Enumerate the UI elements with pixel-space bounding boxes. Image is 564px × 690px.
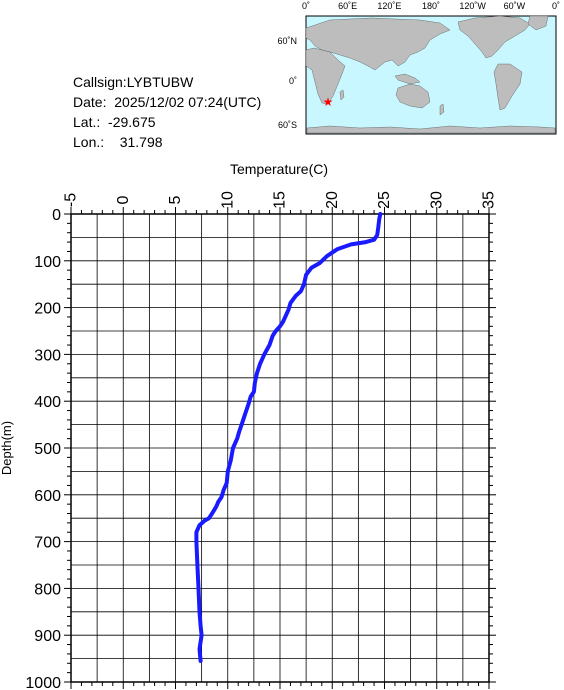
map-top-label: 60˚W	[504, 1, 526, 11]
land-se-asia	[394, 73, 421, 85]
map-marker: ★	[323, 95, 334, 109]
x-tick-label: 35	[481, 191, 498, 209]
plot-frame	[70, 213, 490, 683]
x-tick-label: 10	[219, 191, 236, 209]
y-tick-labels: 0 100 200 300 400 500 600 700 800 900 1000	[25, 207, 61, 690]
x-tick-label: 25	[376, 191, 393, 209]
map-top-label: 120˚E	[377, 1, 401, 11]
x-tick-label: 30	[428, 191, 445, 209]
map-top-label: 120˚W	[459, 1, 486, 11]
land-australia	[395, 83, 431, 109]
chart-grid	[70, 213, 490, 683]
map-side-label: 60˚S	[278, 120, 297, 130]
map-top-labels: 0˚ 60˚E 120˚E 180˚ 120˚W 60˚W 0˚	[302, 1, 560, 11]
map-top-label: 0˚	[302, 1, 310, 11]
x-tick-label: 5	[167, 195, 184, 204]
map-side-label: 0˚	[289, 76, 297, 86]
map-top-label: 0˚	[552, 1, 560, 11]
longitude-value: 31.798	[119, 134, 163, 150]
station-info: Callsign:LYBTUBW Date: 2025/12/02 07:24(…	[73, 72, 261, 152]
series-group	[194, 212, 383, 663]
y-tick-label: 100	[34, 254, 61, 271]
map-top-label: 60˚E	[338, 1, 357, 11]
latitude-row: Lat.: -29.675	[73, 112, 261, 132]
x-axis-label: Temperature(C)	[230, 161, 328, 177]
land-antarctica	[306, 125, 556, 134]
x-tick-label: 20	[324, 191, 341, 209]
callsign-text: Callsign:LYBTUBW	[73, 74, 194, 90]
temperature-profile-line	[194, 212, 383, 663]
location-map: ★ 0˚ 60˚E 120˚E 180˚ 120˚W 60˚W 0˚ 60˚N 0˚ 60˚S	[277, 1, 560, 135]
y-tick-label: 600	[34, 488, 61, 505]
y-tick-label: 700	[34, 535, 61, 552]
map-side-labels: 60˚N 0˚ 60˚S	[277, 36, 297, 130]
land-africa	[305, 47, 346, 105]
land-south-america	[493, 63, 523, 111]
y-tick-label: 900	[34, 628, 61, 645]
map-side-label: 60˚N	[277, 36, 297, 46]
y-tick-label: 500	[34, 441, 61, 458]
latitude-value: -29.675	[108, 114, 156, 130]
y-tick-label: 300	[34, 347, 61, 364]
y-axis-label: Depth(m)	[0, 421, 14, 475]
y-tick-label: 200	[34, 301, 61, 318]
y-tick-label: 800	[34, 581, 61, 598]
x-tick-label: 0	[115, 195, 132, 204]
longitude-label: Lon.:	[73, 134, 105, 150]
y-tick-label: 1000	[25, 675, 61, 690]
date-text: Date: 2025/12/02 07:24(UTC)	[73, 94, 262, 110]
land-north-america	[457, 15, 531, 59]
y-tick-label: 400	[34, 394, 61, 411]
land-greenland	[527, 15, 549, 31]
x-tick-label: -5	[63, 193, 80, 207]
latitude-label: Lat.:	[73, 114, 101, 130]
map-land	[305, 15, 556, 134]
longitude-row: Lon.: 31.798	[73, 132, 261, 152]
x-tick-labels: -5 0 5 10 15 20 25 30 35	[63, 191, 498, 209]
land-new-zealand	[439, 103, 445, 116]
x-tick-label: 15	[272, 191, 289, 209]
land-madagascar	[339, 89, 345, 101]
map-top-label: 180˚	[422, 1, 440, 11]
y-tick-label: 0	[52, 207, 61, 224]
